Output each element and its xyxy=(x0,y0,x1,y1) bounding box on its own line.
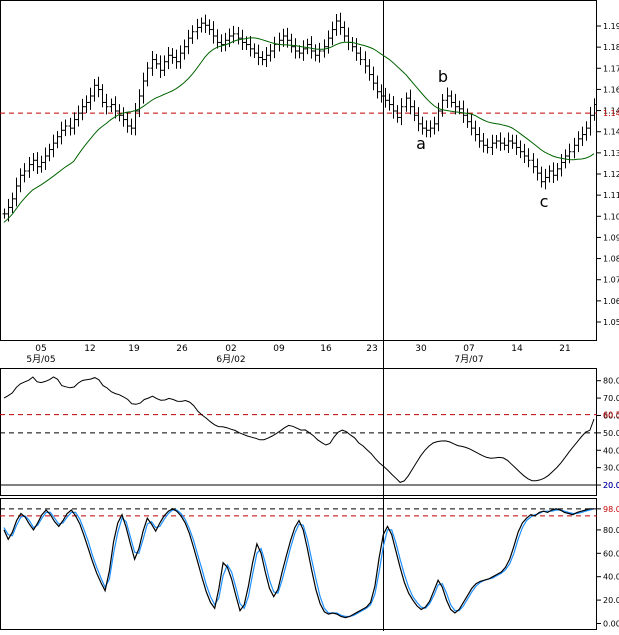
stochastic-panel xyxy=(0,498,597,630)
x-tick-label: 09 xyxy=(273,344,285,354)
y-tick-label: 1.17 xyxy=(603,64,619,73)
month-label: 7月/07 xyxy=(454,354,483,365)
y-tick-label: 70.0 xyxy=(603,394,619,403)
x-tick-label: 23 xyxy=(366,344,377,354)
annotation-c: c xyxy=(540,192,549,211)
y-tick-label: 1.14 xyxy=(603,107,619,116)
y-tick-label: 1.09 xyxy=(603,233,619,242)
x-tick-label: 12 xyxy=(84,344,95,354)
x-tick-label: 14 xyxy=(511,344,523,354)
y-axis-labels: 1.19 1.18 1.17 1.16 1.14 1.14 1.13 1.12 1.11 1.10… xyxy=(597,22,619,628)
y-tick-label: 80.0 xyxy=(603,377,619,386)
rsi-line xyxy=(3,376,595,483)
annotation-a: a xyxy=(416,134,426,153)
y-tick-label: 1.19 xyxy=(603,22,619,31)
y-tick-label: 80.0 xyxy=(603,526,619,535)
rsi-panel xyxy=(0,368,597,496)
y-tick-label: 50.0 xyxy=(603,429,619,438)
y-tick-label: 20.0 xyxy=(603,596,619,605)
annotation-b: b xyxy=(438,67,448,86)
y-tick-label: 1.18 xyxy=(603,43,619,52)
y-tick-label: 60.0 xyxy=(603,411,619,420)
y-tick-label: 1.08 xyxy=(603,255,619,264)
x-tick-label: 07 xyxy=(463,344,474,354)
price-bars xyxy=(2,12,597,223)
y-tick-label: 1.12 xyxy=(603,170,619,179)
stochastic-series xyxy=(3,508,595,619)
price-panel xyxy=(0,0,597,341)
x-tick-label: 30 xyxy=(415,344,427,354)
reference-lines xyxy=(0,112,597,517)
y-tick-label: 1.05 xyxy=(603,318,619,327)
y-tick-label: 1.14 xyxy=(603,128,619,137)
y-tick-label: 60.0 xyxy=(603,549,619,558)
y-tick-label: 1.11 xyxy=(603,191,619,200)
x-tick-label: 19 xyxy=(128,344,140,354)
month-label: 5月/05 xyxy=(26,354,55,365)
x-axis-labels: 05 12 19 26 02 09 16 23 30 07 14 21 5月/0… xyxy=(26,344,570,365)
x-tick-label: 26 xyxy=(176,344,188,354)
rsi-upper-value-label: 60.5 xyxy=(603,411,619,420)
y-tick-label: 40.0 xyxy=(603,446,619,455)
y-tick-label: 98.0 xyxy=(603,505,619,514)
y-tick-label: 1.06 xyxy=(603,297,619,306)
y-tick-label: 1.13 xyxy=(603,149,619,158)
y-tick-label: 1.07 xyxy=(603,276,619,285)
reference-value-label: 1.14 xyxy=(603,109,619,118)
x-tick-label: 16 xyxy=(320,344,332,354)
y-tick-label: 30.0 xyxy=(603,464,619,473)
stoch-main-line xyxy=(3,508,594,619)
y-tick-label: 0.00 xyxy=(603,619,619,628)
y-tick-label: 20.0 xyxy=(603,481,619,490)
y-tick-label: 1.16 xyxy=(603,85,619,94)
rsi-lower-value-label: 20.0 xyxy=(603,481,619,490)
month-label: 6月/02 xyxy=(216,354,245,365)
x-tick-label: 05 xyxy=(35,344,46,354)
x-tick-label: 21 xyxy=(559,344,570,354)
x-tick-label: 02 xyxy=(225,344,236,354)
moving-average-line xyxy=(3,37,595,223)
rsi-series xyxy=(3,376,595,483)
y-tick-label: 1.10 xyxy=(603,212,619,221)
stoch-signal-line xyxy=(3,508,595,618)
y-tick-label: 40.0 xyxy=(603,573,619,582)
